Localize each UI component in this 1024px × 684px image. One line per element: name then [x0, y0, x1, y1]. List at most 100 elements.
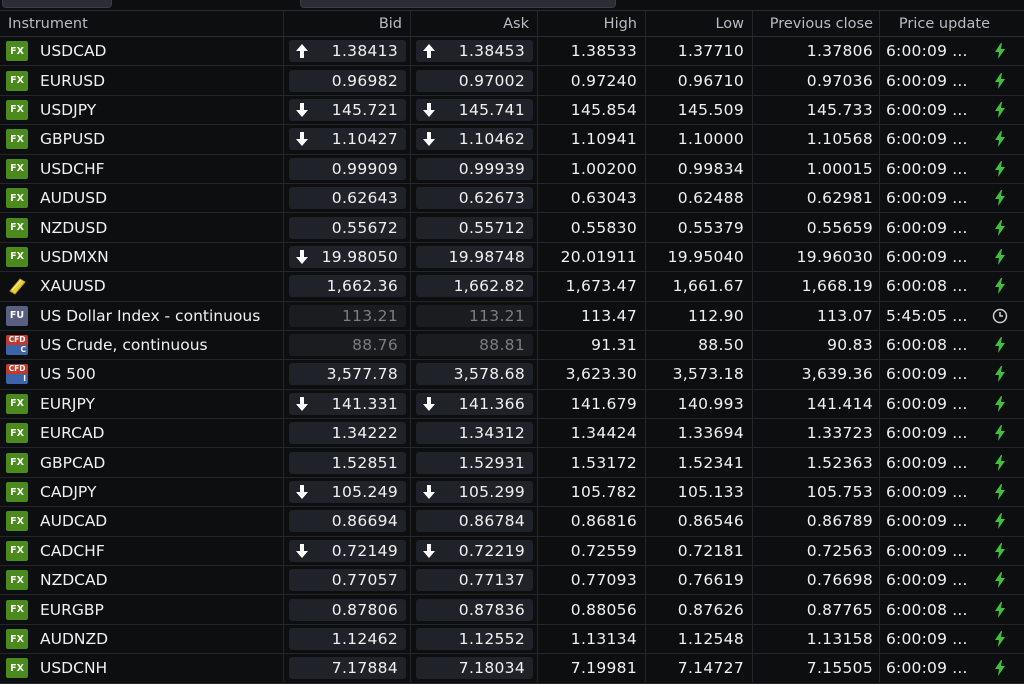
- ask-price-button[interactable]: 88.81: [416, 334, 533, 357]
- table-row[interactable]: XAUUSD 1,662.36 1,662.82 1,673.47 1,661.67 1,…: [0, 272, 1024, 302]
- column-header-ask[interactable]: Ask: [411, 11, 538, 36]
- bid-cell[interactable]: 0.86694: [284, 507, 411, 536]
- table-row[interactable]: FX GBPUSD 1.10427 1.10462 1.10941 1.10000 1.10…: [0, 125, 1024, 155]
- ask-cell[interactable]: 0.87836: [411, 595, 538, 624]
- ask-cell[interactable]: 1.10462: [411, 125, 538, 154]
- bid-cell[interactable]: 1.10427: [284, 125, 411, 154]
- bid-cell[interactable]: 3,577.78: [284, 360, 411, 389]
- column-header-instrument[interactable]: Instrument: [0, 11, 284, 36]
- table-row[interactable]: FX NZDCAD 0.77057 0.77137 0.77093 0.76619 0.76…: [0, 566, 1024, 596]
- table-row[interactable]: FX AUDCAD 0.86694 0.86784 0.86816 0.86546 0.86…: [0, 507, 1024, 537]
- column-header-bid[interactable]: Bid: [284, 11, 411, 36]
- instrument-cell[interactable]: FX USDCAD: [0, 37, 284, 66]
- bid-price-button[interactable]: 113.21: [289, 304, 406, 327]
- bid-price-button[interactable]: 0.87806: [289, 598, 406, 621]
- instrument-cell[interactable]: FX USDCNH: [0, 654, 284, 683]
- ask-cell[interactable]: 0.77137: [411, 566, 538, 595]
- instrument-cell[interactable]: FX AUDCAD: [0, 507, 284, 536]
- ask-price-button[interactable]: 0.62673: [416, 187, 533, 210]
- bid-cell[interactable]: 0.87806: [284, 595, 411, 624]
- bid-cell[interactable]: 0.72149: [284, 536, 411, 566]
- bid-cell[interactable]: 113.21: [284, 301, 411, 330]
- table-row[interactable]: FX AUDNZD 1.12462 1.12552 1.13134 1.12548 1.13…: [0, 624, 1024, 655]
- ask-cell[interactable]: 0.55712: [411, 213, 538, 242]
- ask-cell[interactable]: 113.21: [411, 301, 538, 330]
- bid-price-button[interactable]: 1.10427: [289, 128, 406, 151]
- ask-price-button[interactable]: 1.10462: [416, 128, 533, 151]
- table-row[interactable]: FX AUDUSD 0.62643 0.62673 0.63043 0.62488 0.62…: [0, 183, 1024, 214]
- ask-cell[interactable]: 88.81: [411, 330, 538, 360]
- ask-cell[interactable]: 145.741: [411, 95, 538, 125]
- instrument-cell[interactable]: FX EURCAD: [0, 419, 284, 448]
- ask-price-button[interactable]: 1.38453: [416, 40, 533, 63]
- ask-price-button[interactable]: 0.87836: [416, 598, 533, 621]
- bid-price-button[interactable]: 0.72149: [289, 539, 406, 562]
- table-row[interactable]: FX USDCHF 0.99909 0.99939 1.00200 0.99834 1.00…: [0, 154, 1024, 184]
- table-row[interactable]: CFD C US Crude, continuous 88.76 88.81 91.31 8…: [0, 330, 1024, 361]
- bid-cell[interactable]: 0.55672: [284, 213, 411, 242]
- table-row[interactable]: FX EURJPY 141.331 141.366 141.679 140.993 141.…: [0, 389, 1024, 420]
- bid-price-button[interactable]: 88.76: [289, 334, 406, 357]
- bid-cell[interactable]: 1,662.36: [284, 272, 411, 301]
- bid-price-button[interactable]: 0.86694: [289, 510, 406, 533]
- ask-price-button[interactable]: 0.72219: [416, 539, 533, 562]
- ask-cell[interactable]: 1.52931: [411, 448, 538, 477]
- instrument-cell[interactable]: FX NZDCAD: [0, 566, 284, 595]
- toolbar-dropdown[interactable]: [2, 0, 112, 8]
- ask-price-button[interactable]: 145.741: [416, 98, 533, 121]
- table-row[interactable]: FX GBPCAD 1.52851 1.52931 1.53172 1.52341 1.52…: [0, 448, 1024, 478]
- bid-cell[interactable]: 145.721: [284, 95, 411, 125]
- instrument-cell[interactable]: FX GBPCAD: [0, 448, 284, 477]
- instrument-cell[interactable]: FU US Dollar Index - continuous: [0, 301, 284, 330]
- ask-price-button[interactable]: 1.52931: [416, 451, 533, 474]
- table-row[interactable]: FX CADCHF 0.72149 0.72219 0.72559 0.72181 0.72…: [0, 536, 1024, 567]
- ask-price-button[interactable]: 1.12552: [416, 628, 533, 650]
- bid-cell[interactable]: 0.62643: [284, 183, 411, 213]
- instrument-cell[interactable]: CFD I US 500: [0, 360, 284, 389]
- bid-price-button[interactable]: 0.96982: [289, 69, 406, 92]
- ask-cell[interactable]: 1.12552: [411, 624, 538, 654]
- bid-cell[interactable]: 0.77057: [284, 566, 411, 595]
- bid-price-button[interactable]: 145.721: [289, 98, 406, 121]
- table-row[interactable]: FX NZDUSD 0.55672 0.55712 0.55830 0.55379 0.55…: [0, 213, 1024, 243]
- instrument-cell[interactable]: CFD C US Crude, continuous: [0, 330, 284, 360]
- ask-price-button[interactable]: 141.366: [416, 392, 533, 415]
- bid-price-button[interactable]: 1.12462: [289, 628, 406, 650]
- ask-price-button[interactable]: 105.299: [416, 481, 533, 504]
- ask-price-button[interactable]: 113.21: [416, 304, 533, 327]
- instrument-cell[interactable]: FX EURJPY: [0, 389, 284, 419]
- ask-cell[interactable]: 7.18034: [411, 654, 538, 683]
- bid-price-button[interactable]: 1,662.36: [289, 275, 406, 298]
- column-header-previous-close[interactable]: Previous close: [753, 11, 880, 36]
- bid-price-button[interactable]: 3,577.78: [289, 363, 406, 386]
- ask-cell[interactable]: 0.72219: [411, 536, 538, 566]
- table-row[interactable]: FX EURGBP 0.87806 0.87836 0.88056 0.87626 0.87…: [0, 595, 1024, 625]
- bid-cell[interactable]: 1.12462: [284, 624, 411, 654]
- ask-price-button[interactable]: 3,578.68: [416, 363, 533, 386]
- instrument-cell[interactable]: FX NZDUSD: [0, 213, 284, 242]
- ask-price-button[interactable]: 0.99939: [416, 157, 533, 180]
- ask-cell[interactable]: 0.99939: [411, 154, 538, 183]
- bid-price-button[interactable]: 1.38413: [289, 40, 406, 63]
- ask-cell[interactable]: 1.38453: [411, 37, 538, 66]
- search-input[interactable]: [300, 0, 616, 8]
- instrument-cell[interactable]: FX CADCHF: [0, 536, 284, 566]
- table-row[interactable]: FX CADJPY 105.249 105.299 105.782 105.133 105.…: [0, 477, 1024, 508]
- bid-price-button[interactable]: 0.55672: [289, 216, 406, 239]
- bid-cell[interactable]: 1.52851: [284, 448, 411, 477]
- column-header-high[interactable]: High: [538, 11, 646, 36]
- instrument-cell[interactable]: FX USDJPY: [0, 95, 284, 125]
- ask-price-button[interactable]: 0.86784: [416, 510, 533, 533]
- ask-price-button[interactable]: 0.55712: [416, 216, 533, 239]
- bid-price-button[interactable]: 19.98050: [289, 245, 406, 268]
- ask-price-button[interactable]: 0.77137: [416, 569, 533, 592]
- table-row[interactable]: FX EURCAD 1.34222 1.34312 1.34424 1.33694 1.33…: [0, 419, 1024, 449]
- ask-cell[interactable]: 1,662.82: [411, 272, 538, 301]
- instrument-cell[interactable]: FX CADJPY: [0, 477, 284, 507]
- table-row[interactable]: FX USDJPY 145.721 145.741 145.854 145.509 145.…: [0, 95, 1024, 126]
- ask-cell[interactable]: 1.34312: [411, 419, 538, 448]
- bid-price-button[interactable]: 141.331: [289, 392, 406, 415]
- bid-cell[interactable]: 88.76: [284, 330, 411, 360]
- bid-cell[interactable]: 141.331: [284, 389, 411, 419]
- bid-price-button[interactable]: 105.249: [289, 481, 406, 504]
